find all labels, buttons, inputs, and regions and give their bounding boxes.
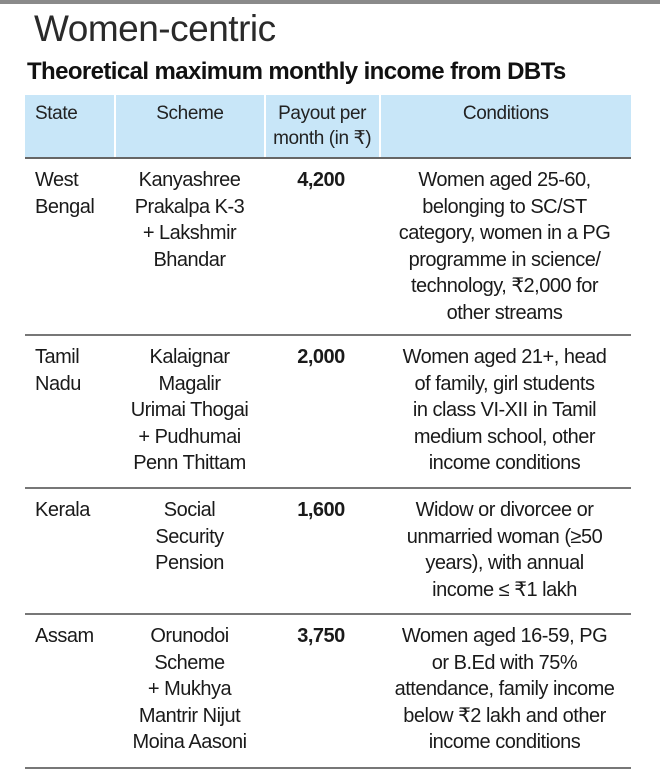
table-row: Tamil Nadu Kalaignar Magalir Urimai Thog…: [25, 336, 631, 489]
table-row: West Bengal Kanyashree Prakalpa K-3 + La…: [25, 159, 631, 336]
dbt-table: State Scheme Payout per month (in ₹) Con…: [25, 95, 631, 769]
top-border: [0, 0, 660, 4]
cell-state: Kerala: [35, 499, 90, 521]
cell-scheme: Kalaignar Magalir Urimai Thogai + Pudhum…: [130, 346, 249, 474]
header-conditions: Conditions: [378, 95, 631, 157]
cell-conditions: Women aged 25-60, belonging to SC/ST cat…: [398, 169, 611, 324]
cell-conditions: Widow or divorcee or unmarried woman (≥5…: [406, 499, 603, 601]
header-payout: Payout per month (in ₹): [263, 95, 379, 157]
cell-state: Tamil Nadu: [35, 346, 81, 395]
cell-payout: 4,200: [297, 169, 345, 191]
header-state: State: [35, 103, 78, 124]
cell-payout: 3,750: [297, 625, 345, 647]
cell-scheme: Kanyashree Prakalpa K-3 + Lakshmir Bhand…: [134, 169, 245, 271]
cell-scheme: Orunodoi Scheme + Mukhya Mantrir Nijut M…: [132, 625, 247, 753]
cell-payout: 1,600: [297, 499, 345, 521]
cell-state: Assam: [35, 625, 94, 647]
cell-conditions: Women aged 16-59, PG or B.Ed with 75% at…: [394, 625, 615, 753]
cell-state: West Bengal: [35, 169, 95, 218]
header-scheme: Scheme: [114, 95, 264, 157]
cell-payout: 2,000: [297, 346, 345, 368]
table-row: Assam Orunodoi Scheme + Mukhya Mantrir N…: [25, 615, 631, 769]
table-header: State Scheme Payout per month (in ₹) Con…: [25, 95, 631, 159]
table-title: Theoretical maximum monthly income from …: [27, 58, 566, 85]
page-title: Women-centric: [34, 8, 276, 49]
cell-conditions: Women aged 21+, head of family, girl stu…: [402, 346, 607, 474]
cell-scheme: Social Security Pension: [155, 499, 224, 574]
table-row: Kerala Social Security Pension 1,600 Wid…: [25, 489, 631, 615]
